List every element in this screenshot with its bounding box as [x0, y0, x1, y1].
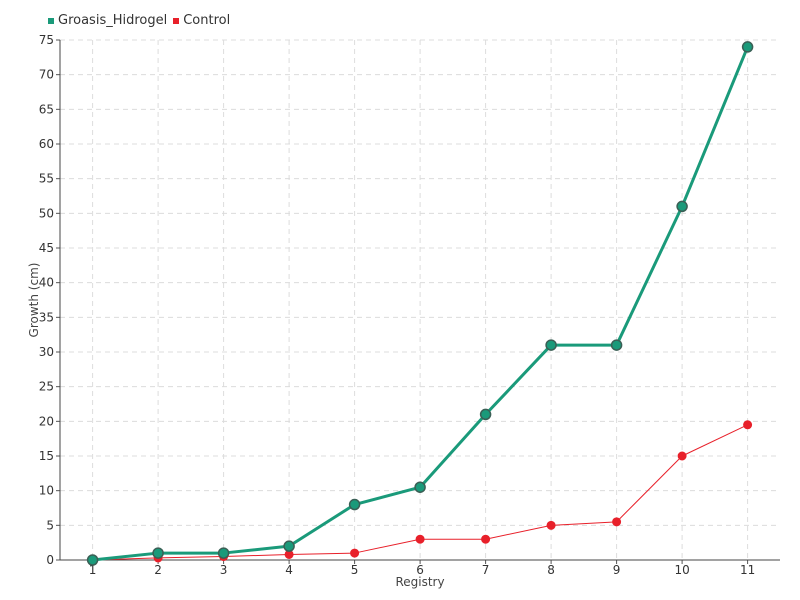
- legend: Groasis_Hidrogel Control: [48, 13, 236, 28]
- y-tick-label: 20: [39, 414, 54, 428]
- data-point-groasis: [676, 200, 688, 213]
- data-point-groasis: [283, 540, 295, 552]
- y-tick-label: 60: [39, 137, 54, 151]
- legend-item-control[interactable]: Control: [173, 13, 230, 28]
- x-tick-label: 10: [674, 563, 689, 577]
- y-tick-label: 10: [39, 484, 54, 498]
- y-tick-label: 35: [39, 310, 54, 324]
- data-point-control: [677, 451, 687, 461]
- x-tick-label: 2: [154, 563, 162, 577]
- y-tick-label: 15: [39, 449, 54, 463]
- y-tick-label: 50: [39, 206, 54, 220]
- y-tick-label: 30: [39, 345, 54, 359]
- x-axis-title: Registry: [395, 575, 444, 589]
- x-tick-label: 11: [740, 563, 755, 577]
- legend-swatch-control: [173, 17, 180, 24]
- data-point-groasis: [217, 547, 230, 559]
- x-tick-label: 6: [416, 563, 424, 577]
- x-tick-label: 1: [89, 563, 97, 577]
- data-point-control: [546, 520, 556, 530]
- y-tick-label: 55: [39, 172, 54, 186]
- legend-label-groasis: Groasis_Hidrogel: [58, 13, 168, 28]
- data-point-control: [415, 534, 425, 544]
- data-point-groasis: [414, 481, 426, 493]
- x-tick-label: 5: [351, 563, 359, 577]
- data-point-groasis: [479, 408, 492, 421]
- data-point-groasis: [545, 339, 557, 351]
- legend-label-control: Control: [183, 13, 231, 28]
- legend-item-groasis[interactable]: Groasis_Hidrogel: [48, 13, 167, 28]
- y-tick-label: 75: [39, 33, 54, 47]
- y-axis-title: Growth (cm): [27, 263, 41, 338]
- data-point-control: [743, 420, 753, 430]
- data-point-groasis: [152, 547, 164, 559]
- x-tick-label: 7: [482, 563, 490, 577]
- y-tick-label: 70: [39, 68, 54, 82]
- x-tick-label: 8: [547, 563, 555, 577]
- data-point-control: [481, 534, 491, 544]
- y-tick-label: 25: [39, 380, 54, 394]
- y-tick-label: 45: [39, 241, 54, 255]
- x-tick-label: 9: [613, 563, 621, 577]
- series-layer: [86, 41, 754, 566]
- y-tick-label: 0: [46, 553, 54, 567]
- data-point-groasis: [86, 554, 99, 566]
- data-point-control: [350, 548, 360, 558]
- y-tick-label: 40: [39, 276, 54, 290]
- data-point-control: [612, 517, 622, 527]
- data-point-groasis: [348, 498, 361, 511]
- x-tick-label: 3: [220, 563, 228, 577]
- data-point-groasis: [741, 41, 754, 53]
- data-point-groasis: [610, 339, 623, 351]
- y-tick-label: 65: [39, 102, 54, 116]
- legend-swatch-groasis: [48, 17, 54, 24]
- x-tick-label: 4: [285, 563, 293, 577]
- y-tick-label: 5: [46, 518, 54, 532]
